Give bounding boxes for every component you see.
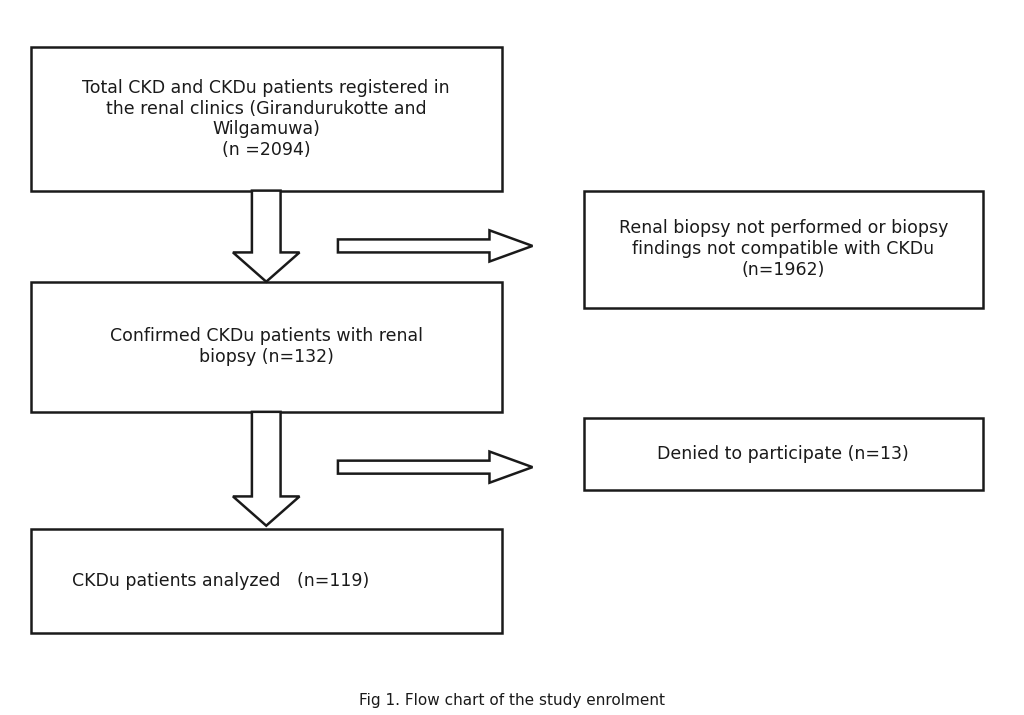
Bar [31,529,502,633]
Bar [584,418,983,490]
Bar [31,282,502,412]
Text: CKDu patients analyzed   (n=119): CKDu patients analyzed (n=119) [72,572,369,590]
Text: Fig 1. Flow chart of the study enrolment: Fig 1. Flow chart of the study enrolment [359,693,665,708]
Text: Confirmed CKDu patients with renal
biopsy (n=132): Confirmed CKDu patients with renal biops… [110,327,423,366]
Polygon shape [233,191,299,282]
Text: Denied to participate (n=13): Denied to participate (n=13) [657,445,909,463]
Bar [584,191,983,307]
Polygon shape [233,412,299,526]
Polygon shape [338,230,532,262]
Text: Total CKD and CKDu patients registered in
the renal clinics (Girandurukotte and
: Total CKD and CKDu patients registered i… [82,79,451,159]
Polygon shape [338,452,532,483]
Bar [31,47,502,191]
Text: Renal biopsy not performed or biopsy
findings not compatible with CKDu
(n=1962): Renal biopsy not performed or biopsy fin… [618,220,948,279]
